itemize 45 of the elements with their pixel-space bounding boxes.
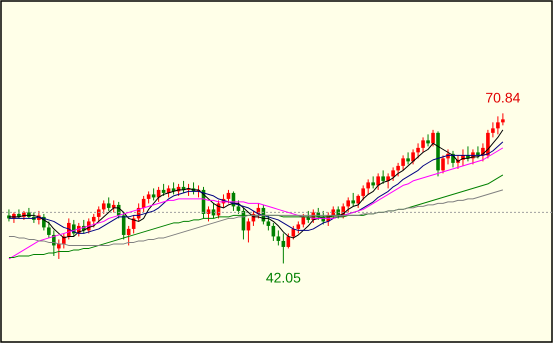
candlestick xyxy=(296,220,300,234)
candlestick xyxy=(351,192,355,207)
candlestick xyxy=(162,183,166,196)
candlestick xyxy=(146,190,150,204)
text: 70.84 xyxy=(485,89,521,106)
candlestick xyxy=(441,154,445,174)
candlestick xyxy=(416,142,420,159)
text: 42.05 xyxy=(266,269,302,286)
candlestick xyxy=(426,134,430,147)
candlestick xyxy=(286,232,290,249)
candlestick xyxy=(396,162,400,177)
candlestick xyxy=(272,222,276,242)
candlestick xyxy=(246,218,250,243)
candlestick xyxy=(142,195,146,213)
candlestick xyxy=(496,116,500,135)
candlestick xyxy=(226,189,230,204)
candlestick xyxy=(282,232,286,264)
candlestick xyxy=(491,122,495,138)
candlestick xyxy=(421,136,425,153)
candlestick xyxy=(356,194,360,208)
candlestick xyxy=(266,214,270,231)
candlestick xyxy=(152,188,156,201)
candlestick xyxy=(206,206,210,222)
candlestick xyxy=(96,206,101,222)
candlestick xyxy=(276,230,280,246)
candlestick xyxy=(302,213,306,228)
candlestick xyxy=(212,202,216,219)
candlestick xyxy=(92,213,96,228)
candlestick xyxy=(361,184,365,201)
candlestick xyxy=(381,170,385,184)
candlestick xyxy=(102,200,106,214)
candlestick xyxy=(401,154,405,171)
candlestick xyxy=(47,220,51,238)
candlestick xyxy=(106,196,111,212)
candlestick xyxy=(126,225,130,246)
candlestick xyxy=(391,166,395,182)
candlestick xyxy=(371,176,375,189)
candlestick xyxy=(122,212,126,240)
candlestick xyxy=(236,200,240,214)
candlestick xyxy=(366,178,370,195)
candlestick xyxy=(431,129,435,147)
candlestick xyxy=(406,152,410,165)
candlestick xyxy=(346,196,350,213)
candlestick xyxy=(292,225,296,240)
candlestick xyxy=(501,112,505,126)
